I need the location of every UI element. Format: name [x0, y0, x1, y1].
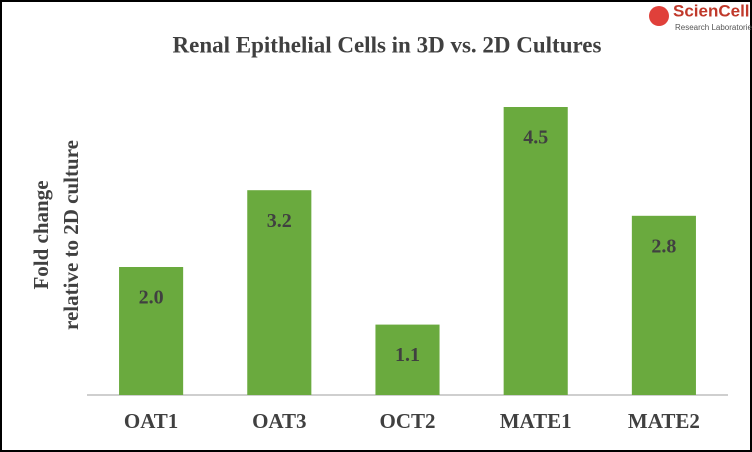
x-tick-label: OAT3: [252, 409, 306, 433]
logo: ScienCell Research Laboratories: [649, 1, 752, 32]
x-tick-label: MATE2: [628, 409, 700, 433]
logo-name: ScienCell: [673, 1, 750, 20]
value-label: 1.1: [395, 344, 420, 366]
chart-title: Renal Epithelial Cells in 3D vs. 2D Cult…: [173, 32, 602, 57]
bar: [247, 190, 312, 395]
x-tick-label: OAT1: [124, 409, 178, 433]
logo-icon: [649, 6, 669, 26]
value-label: 2.8: [651, 235, 676, 257]
value-label: 3.2: [267, 210, 292, 232]
y-axis-label: Fold change: [29, 180, 53, 289]
y-axis-label: relative to 2D culture: [59, 140, 83, 330]
logo-tagline: Research Laboratories: [675, 23, 752, 32]
bar: [631, 215, 696, 395]
x-tick-label: MATE1: [500, 409, 572, 433]
bar: [503, 107, 568, 395]
value-label: 2.0: [139, 287, 164, 309]
bar: [375, 324, 440, 395]
x-tick-label: OCT2: [379, 409, 435, 433]
bar: [119, 267, 184, 395]
value-label: 4.5: [523, 127, 548, 149]
